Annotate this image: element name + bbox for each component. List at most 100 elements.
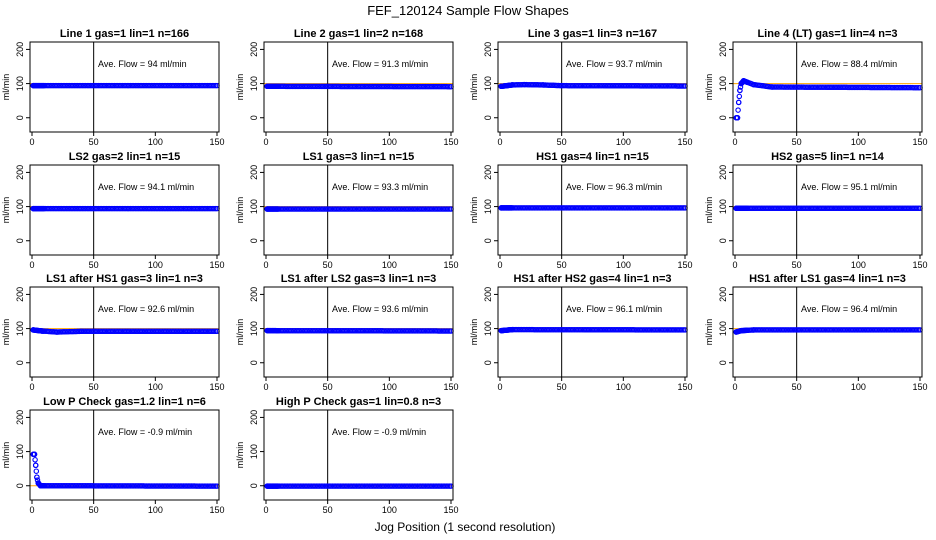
y-tick-label: 100 <box>249 199 259 214</box>
chart-panel: LS1 after HS1 gas=3 lin=1 n=3 0 50 100 150 0 1… <box>1 273 225 392</box>
y-axis-label: ml/min <box>235 442 245 469</box>
x-tick-label: 0 <box>497 137 502 147</box>
data-point <box>750 327 757 333</box>
x-tick-label: 150 <box>677 382 692 392</box>
data-point <box>750 81 757 88</box>
y-tick-label: 200 <box>483 165 493 180</box>
chart-panel: HS1 after HS2 gas=4 lin=1 n=3 0 50 100 150 0 1… <box>469 273 693 392</box>
x-tick-label: 0 <box>29 505 34 515</box>
data-points <box>498 326 688 334</box>
data-points <box>264 483 454 489</box>
y-tick-label: 0 <box>483 115 493 120</box>
data-point <box>264 83 270 90</box>
x-tick-label: 0 <box>497 260 502 270</box>
y-tick-label: 200 <box>15 165 25 180</box>
y-tick-label: 100 <box>249 76 259 91</box>
figure-title: FEF_120124 Sample Flow Shapes <box>367 3 569 18</box>
data-point <box>53 329 60 335</box>
y-tick-label: 100 <box>483 321 493 336</box>
plot-frame <box>263 41 454 133</box>
chart-panel: Line 4 (LT) gas=1 lin=4 n=3 0 50 100 150 0 100… <box>704 28 928 147</box>
x-tick-label: 0 <box>29 260 34 270</box>
y-tick-label: 0 <box>249 115 259 120</box>
panel-title: Line 4 (LT) gas=1 lin=4 n=3 <box>757 28 897 40</box>
x-tick-label: 0 <box>263 505 268 515</box>
data-points <box>498 81 688 90</box>
panel-grid: Line 1 gas=1 lin=1 n=166 0 50 100 150 0 100 200… <box>1 28 928 515</box>
x-tick-label: 100 <box>382 382 397 392</box>
y-axis-label: ml/min <box>469 319 479 346</box>
x-tick-label: 150 <box>443 382 458 392</box>
plot-frame <box>497 164 688 256</box>
y-tick-label: 100 <box>483 199 493 214</box>
y-axis-label: ml/min <box>1 442 11 469</box>
y-tick-label: 0 <box>718 115 728 120</box>
x-tick-label: 50 <box>557 260 567 270</box>
y-axis-label: ml/min <box>704 319 714 346</box>
y-tick-label: 0 <box>249 238 259 243</box>
panel-title: Low P Check gas=1.2 lin=1 n=6 <box>43 396 206 408</box>
panel-title: HS2 gas=5 lin=1 n=14 <box>771 151 885 163</box>
data-point <box>32 457 38 463</box>
data-point <box>264 327 270 334</box>
y-tick-label: 0 <box>15 115 25 120</box>
x-tick-label: 50 <box>792 260 802 270</box>
data-point <box>509 82 516 88</box>
data-point <box>33 468 40 474</box>
x-tick-label: 50 <box>323 382 333 392</box>
chart-panel: Line 1 gas=1 lin=1 n=166 0 50 100 150 0 100 200… <box>1 28 225 147</box>
average-flow-annotation: Ave. Flow = 94 ml/min <box>98 59 187 69</box>
data-point <box>734 115 741 121</box>
chart-panel: HS2 gas=5 lin=1 n=14 0 50 100 150 0 100 200 ml/m… <box>704 151 928 270</box>
y-tick-label: 200 <box>15 287 25 302</box>
data-point <box>31 451 38 458</box>
y-tick-label: 100 <box>249 444 259 459</box>
x-tick-label: 50 <box>89 382 99 392</box>
average-flow-annotation: Ave. Flow = 94.1 ml/min <box>98 182 194 192</box>
x-tick-label: 0 <box>263 382 268 392</box>
panel-title: HS1 after LS1 gas=4 lin=1 n=3 <box>749 273 906 285</box>
data-point <box>738 327 744 334</box>
y-tick-label: 100 <box>15 321 25 336</box>
data-point <box>498 205 504 211</box>
x-tick-label: 50 <box>89 505 99 515</box>
plot-frame <box>29 41 220 133</box>
y-tick-label: 200 <box>249 287 259 302</box>
x-tick-label: 50 <box>89 137 99 147</box>
data-point <box>37 483 44 489</box>
data-point <box>39 328 45 334</box>
x-tick-label: 150 <box>912 260 927 270</box>
average-flow-annotation: Ave. Flow = 92.6 ml/min <box>98 304 194 314</box>
x-tick-label: 0 <box>29 137 34 147</box>
x-tick-label: 0 <box>732 137 737 147</box>
y-tick-label: 0 <box>15 238 25 243</box>
x-tick-label: 50 <box>557 137 567 147</box>
x-tick-label: 50 <box>89 260 99 270</box>
panel-title: HS1 gas=4 lin=1 n=15 <box>536 151 649 163</box>
y-tick-label: 200 <box>249 410 259 425</box>
data-point <box>733 329 739 335</box>
x-tick-label: 100 <box>148 505 163 515</box>
y-axis-label: ml/min <box>704 74 714 101</box>
data-point <box>733 205 739 212</box>
y-axis-label: ml/min <box>469 74 479 101</box>
y-axis-label: ml/min <box>469 197 479 224</box>
data-point <box>498 83 504 90</box>
x-tick-label: 100 <box>851 137 866 147</box>
y-tick-label: 200 <box>718 165 728 180</box>
data-point <box>769 84 775 90</box>
x-tick-label: 150 <box>912 137 927 147</box>
y-tick-label: 0 <box>483 238 493 243</box>
data-point <box>30 82 36 89</box>
y-tick-label: 100 <box>15 444 25 459</box>
x-tick-label: 0 <box>263 137 268 147</box>
average-flow-annotation: Ave. Flow = -0.9 ml/min <box>98 427 192 437</box>
chart-panel: Line 2 gas=1 lin=2 n=168 0 50 100 150 0 100 200… <box>235 28 459 147</box>
data-points <box>30 205 220 212</box>
y-tick-label: 200 <box>718 287 728 302</box>
average-flow-annotation: Ave. Flow = 93.6 ml/min <box>332 304 428 314</box>
panel-title: Line 2 gas=1 lin=2 n=168 <box>294 28 423 40</box>
y-tick-label: 200 <box>15 42 25 57</box>
data-point <box>521 81 528 88</box>
data-point <box>735 107 741 113</box>
